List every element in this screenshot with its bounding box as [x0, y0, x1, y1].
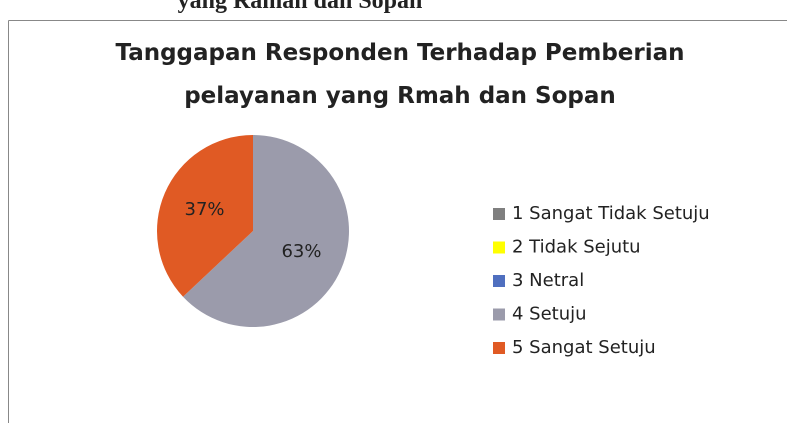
pie-slice	[183, 135, 349, 327]
legend-swatch	[493, 342, 505, 354]
legend-label: 3 Netral	[512, 270, 584, 291]
legend-label: 4 Setuju	[512, 304, 587, 325]
legend-swatch	[493, 308, 505, 321]
data-label: 37%	[185, 199, 225, 220]
chart-title: pelayanan yang Rmah dan Sopan	[184, 83, 616, 109]
legend-label: 1 Sangat Tidak Setuju	[512, 203, 710, 224]
legend-swatch	[493, 208, 505, 220]
legend-swatch	[493, 241, 505, 254]
legend-label: 5 Sangat Setuju	[512, 337, 656, 358]
legend-label: 2 Tidak Sejutu	[512, 237, 641, 258]
pie-slice	[157, 135, 253, 297]
chart-title: Tanggapan Responden Terhadap Pemberian	[115, 40, 684, 66]
legend-swatch	[493, 275, 505, 287]
data-label: 63%	[281, 241, 321, 262]
page-heading: yang Ramah dan Sopan	[178, 0, 423, 14]
